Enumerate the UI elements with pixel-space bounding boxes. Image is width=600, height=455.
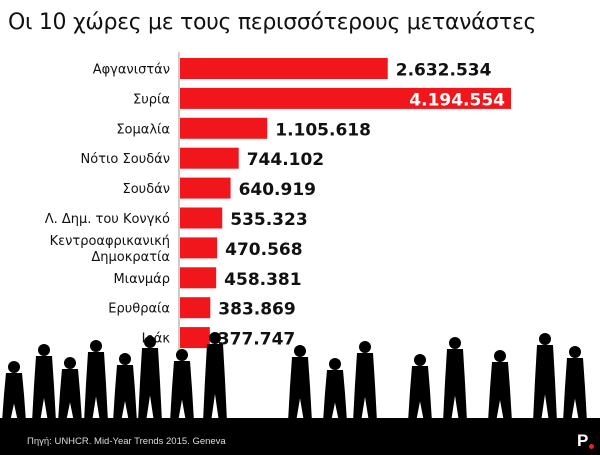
value-label: 2.632.534 xyxy=(396,61,492,81)
value-label: 383.869 xyxy=(218,300,295,320)
person-silhouette xyxy=(563,346,587,422)
bar xyxy=(180,87,511,109)
person-silhouette xyxy=(58,357,82,422)
category-label: Νότιο Σουδάν xyxy=(81,152,170,167)
person-silhouette xyxy=(170,349,194,422)
person-silhouette xyxy=(84,340,108,422)
publisher-logo: P xyxy=(577,431,589,450)
person-silhouette xyxy=(113,353,137,422)
bar xyxy=(180,58,388,79)
category-label: Σουδάν xyxy=(123,182,170,197)
person-silhouette xyxy=(203,332,227,422)
value-label: 470.568 xyxy=(225,240,302,260)
bar xyxy=(180,177,231,199)
bar-chart: Αφγανιστάν 2.632.534 Συρία 4.194.554 Σομαλία… xyxy=(45,52,511,352)
category-label: Κεντροαφρικανική Δημοκρατία xyxy=(50,234,170,265)
bar xyxy=(180,147,239,169)
value-label: 640.919 xyxy=(239,180,316,200)
person-silhouette xyxy=(353,341,377,422)
category-label: Αφγανιστάν xyxy=(93,63,170,78)
refugee-silhouettes-image xyxy=(0,332,600,455)
person-silhouette xyxy=(323,358,347,422)
bar xyxy=(180,327,210,349)
value-label: 458.381 xyxy=(224,270,301,290)
category-label: Μιανμάρ xyxy=(113,272,170,287)
person-silhouette xyxy=(2,361,26,422)
person-silhouette xyxy=(443,337,467,422)
value-label: 377.747 xyxy=(218,330,295,350)
value-label: 744.102 xyxy=(247,150,324,170)
category-label: Ερυθραία xyxy=(108,302,170,317)
person-silhouette xyxy=(288,345,312,422)
person-silhouette xyxy=(138,336,162,422)
category-label: Σομαλία xyxy=(116,122,170,137)
person-silhouette xyxy=(488,350,512,422)
bar xyxy=(180,297,211,319)
bar xyxy=(180,207,223,229)
person-silhouette xyxy=(533,333,557,422)
category-label: Συρία xyxy=(133,92,170,107)
value-label: 4.194.554 xyxy=(409,90,505,110)
person-silhouette xyxy=(32,344,56,422)
value-label: 535.323 xyxy=(230,210,307,230)
logo-dot xyxy=(589,444,594,449)
value-label: 1.105.618 xyxy=(275,120,371,140)
chart-title: Οι 10 χώρες με τους περισσότερους μετανά… xyxy=(8,10,537,35)
person-silhouette xyxy=(408,354,432,422)
category-label: Λ. Δημ. του Κονγκό xyxy=(45,212,170,227)
bar xyxy=(180,237,218,259)
bar xyxy=(180,267,217,289)
bar xyxy=(180,117,268,139)
source-note: Πηγή: UNHCR. Mid-Year Trends 2015. Genev… xyxy=(27,436,226,447)
